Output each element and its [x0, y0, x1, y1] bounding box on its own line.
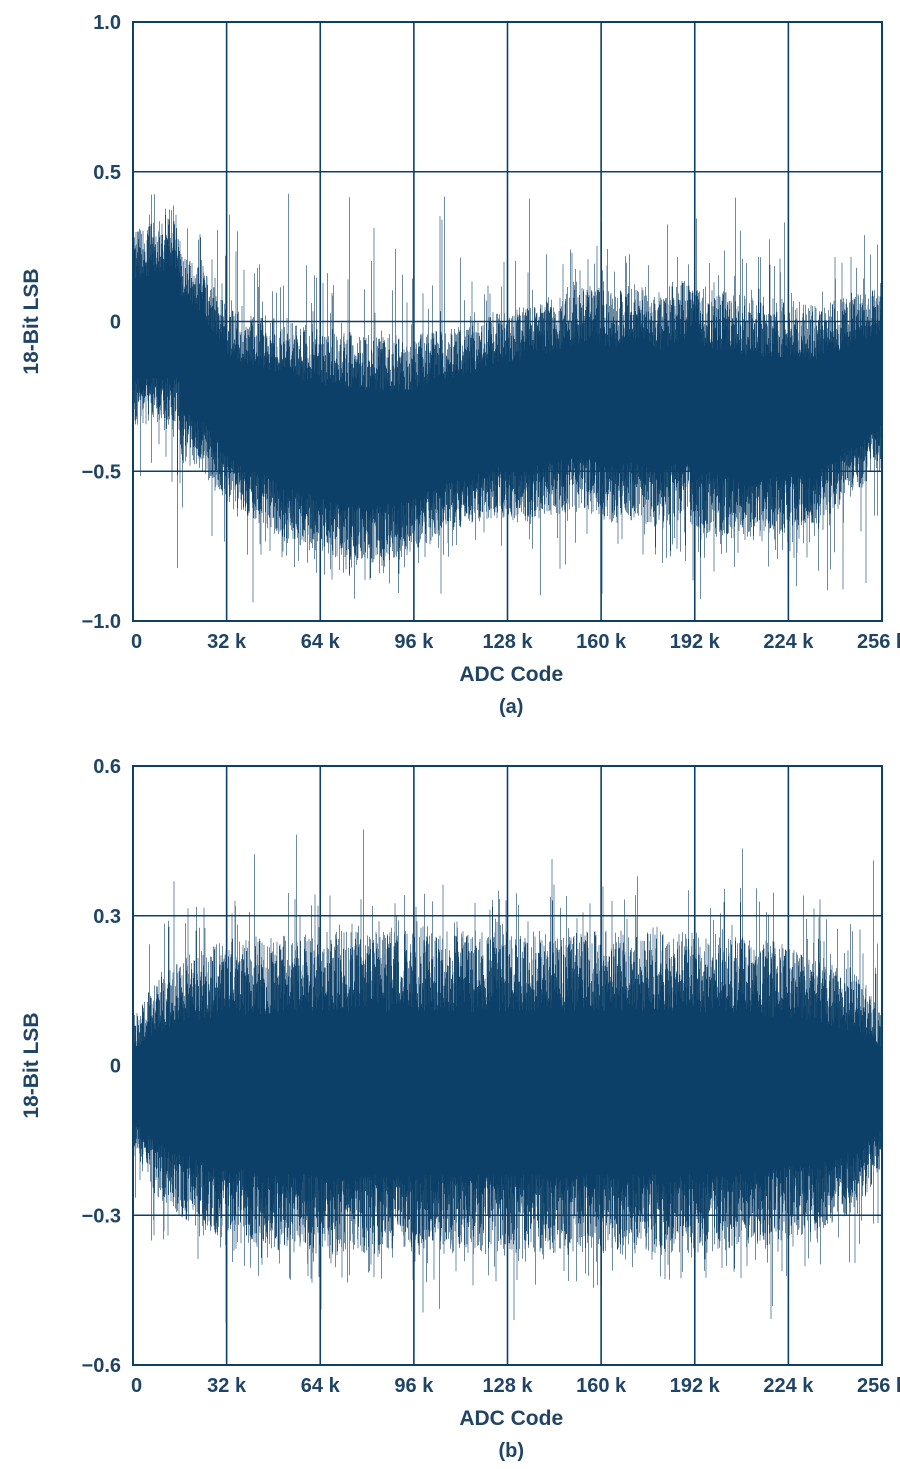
x-tick-label: 0: [131, 1375, 142, 1397]
x-tick-label: 32 k: [207, 631, 247, 653]
x-tick-label: 256 k: [857, 1375, 900, 1397]
y-tick-label: −0.6: [82, 1355, 121, 1377]
x-tick-label: 64 k: [301, 631, 341, 653]
y-tick-label: 0: [110, 312, 121, 334]
x-axis-label: ADC Code: [459, 663, 563, 686]
y-tick-label: −1.0: [82, 611, 121, 633]
plot-frame: [132, 765, 883, 1366]
y-tick-label: 1.0: [93, 12, 121, 34]
y-tick-label: −0.3: [82, 1205, 121, 1227]
x-tick-label: 96 k: [394, 1375, 434, 1397]
x-tick-label: 256 k: [857, 631, 900, 653]
x-tick-label: 224 k: [763, 631, 814, 653]
x-tick-label: 128 k: [482, 1375, 533, 1397]
x-tick-label: 192 k: [670, 631, 721, 653]
y-tick-label: 0.6: [93, 756, 121, 778]
chart-a: 1.0 0.5 0 −0.5 −1.0 0 32 k 64 k 96 k 128 k 160 k 19…: [20, 12, 900, 718]
figure-caption: (b): [498, 1440, 524, 1462]
y-tick-label: 0: [110, 1056, 121, 1078]
y-axis-label: 18-Bit LSB: [20, 268, 43, 374]
y-tick-label: 0.5: [93, 162, 121, 184]
figure-caption: (a): [499, 696, 523, 718]
x-axis-label: ADC Code: [459, 1407, 563, 1430]
x-tick-label: 192 k: [670, 1375, 721, 1397]
x-tick-label: 160 k: [576, 1375, 627, 1397]
x-tick-label: 224 k: [763, 1375, 814, 1397]
y-tick-label: 0.3: [93, 906, 121, 928]
x-tick-label: 64 k: [301, 1375, 341, 1397]
x-tick-label: 32 k: [207, 1375, 247, 1397]
x-tick-label: 160 k: [576, 631, 627, 653]
y-axis-label: 18-Bit LSB: [20, 1012, 43, 1118]
y-tick-label: −0.5: [82, 461, 121, 483]
grid-lines: [133, 22, 882, 621]
chart-b: 0.6 0.3 0 −0.3 −0.6 0 32 k 64 k 96 k 128 k 160 k 19…: [20, 756, 900, 1462]
grid-lines: [133, 766, 882, 1365]
plot-frame: [132, 21, 883, 622]
x-tick-label: 96 k: [394, 631, 434, 653]
x-tick-label: 128 k: [482, 631, 533, 653]
x-tick-label: 0: [131, 631, 142, 653]
